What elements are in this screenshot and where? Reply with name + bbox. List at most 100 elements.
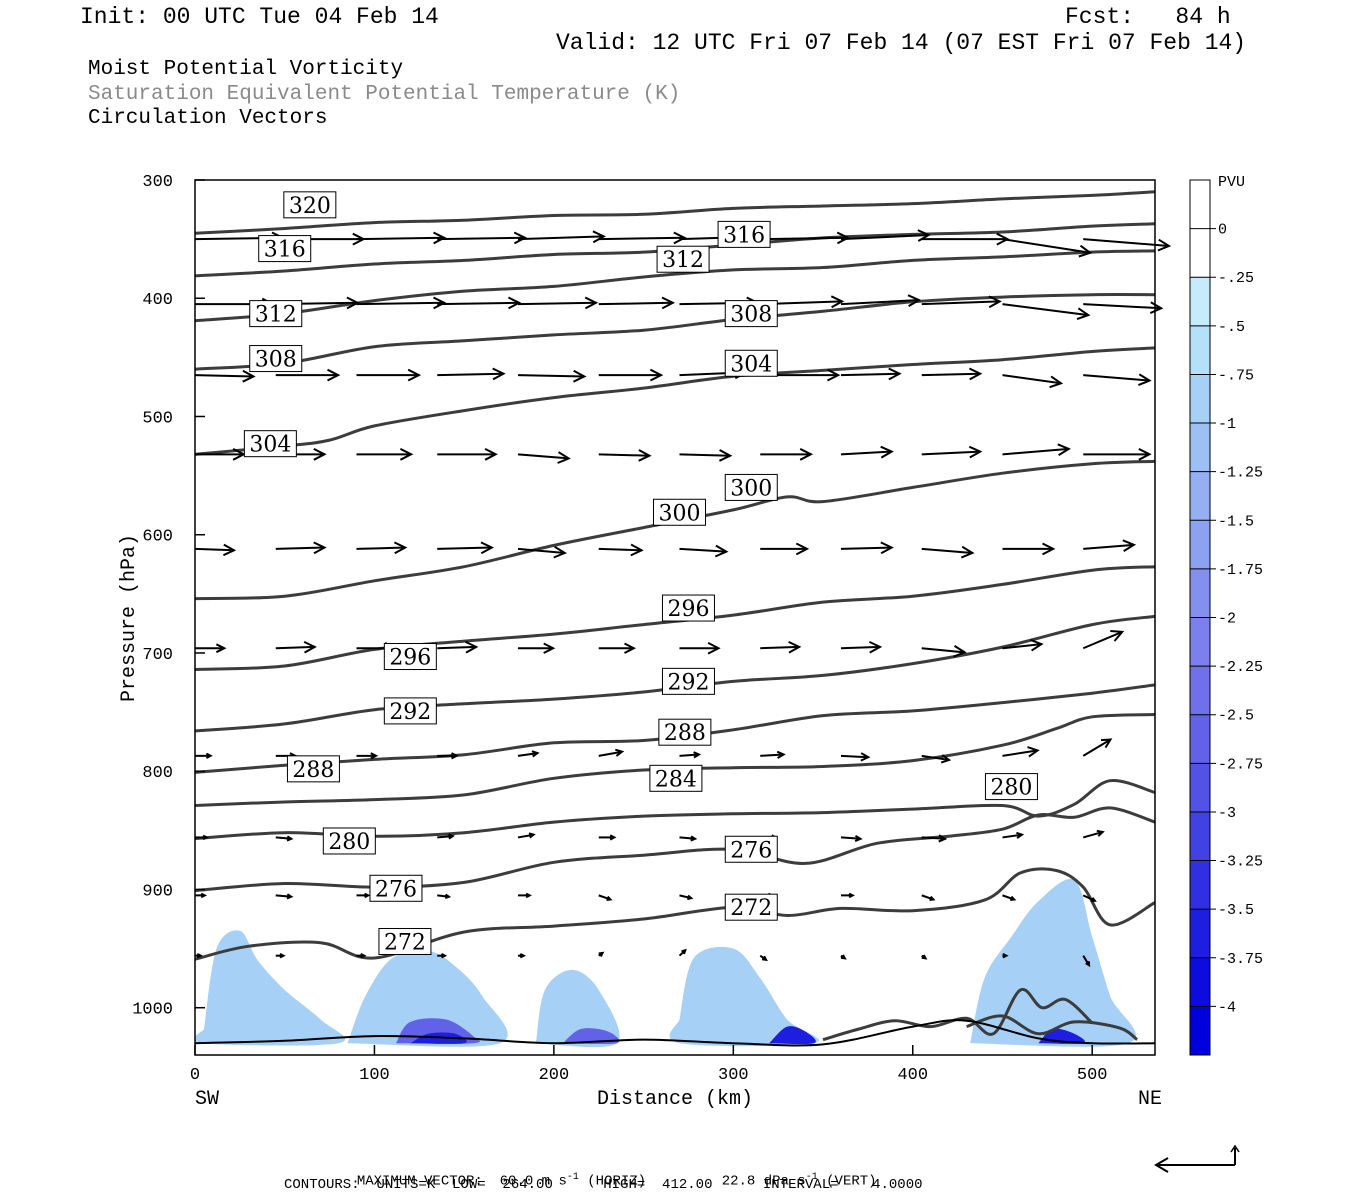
vector-arrow <box>1083 448 1152 461</box>
colorbar-frame <box>1189 179 1211 1056</box>
colorbar-label: -1 <box>1218 416 1236 433</box>
vector-arrow <box>195 643 227 654</box>
vector-arrow <box>840 367 902 381</box>
contour-label-text: 288 <box>664 721 706 746</box>
colorbar-swatch <box>1190 860 1210 910</box>
colorbar-label: -1.75 <box>1218 562 1263 579</box>
vector-arrow <box>356 892 371 899</box>
contour-label-300-b: 300 <box>724 473 778 501</box>
vector-arrow <box>598 368 664 382</box>
contour-label-text: 300 <box>730 476 772 501</box>
vector-arrow <box>517 750 540 758</box>
vector-arrow <box>840 954 847 960</box>
vector-arrow <box>759 954 768 962</box>
y-tick-label: 600 <box>142 528 173 547</box>
vector-arrow <box>517 369 587 383</box>
mpv-shading <box>195 878 1136 1048</box>
vector-arrow <box>517 642 556 654</box>
contour-300 <box>195 459 1155 601</box>
vector-arrow <box>195 953 203 959</box>
contour-label-316-b: 316 <box>717 220 771 248</box>
vector-arrow <box>1082 630 1125 650</box>
contour-label-text: 276 <box>375 877 417 902</box>
vector-arrow <box>840 541 894 555</box>
vector-arrow <box>921 834 948 843</box>
vector-arrow <box>1002 238 1093 258</box>
contour-label-text: 308 <box>730 303 772 328</box>
contour-label-text: 320 <box>289 194 331 219</box>
vector-arrow <box>275 953 286 959</box>
vector-arrow <box>598 296 676 310</box>
colorbar-label: -3.75 <box>1218 951 1263 968</box>
reference-vector <box>1154 1144 1240 1173</box>
vector-arrow <box>194 543 237 557</box>
vector-arrow <box>356 448 414 461</box>
colorbar-swatch <box>1190 228 1210 278</box>
near-surface-contour-0 <box>966 1014 1139 1041</box>
y-tick-label: 700 <box>142 646 173 665</box>
vector-arrow <box>1002 542 1056 556</box>
vector-arrow <box>195 448 247 461</box>
field-title-vectors: Circulation Vectors <box>88 107 328 130</box>
vector-arrow <box>598 834 617 841</box>
vector-arrow <box>437 448 498 461</box>
contour-label-text: 288 <box>292 758 334 783</box>
vector-arrow <box>921 894 936 901</box>
vector-arrow <box>598 543 644 557</box>
contour-label-284-a: 284 <box>649 764 703 792</box>
mpv-region-2 <box>535 969 620 1048</box>
vector-arrow <box>437 231 528 245</box>
x-axis-label: Distance (km) <box>597 1088 753 1111</box>
contour-label-296-a: 296 <box>383 643 437 671</box>
colorbar-swatch <box>1190 666 1210 715</box>
colorbar-label: -2 <box>1218 611 1236 628</box>
vector-arrow <box>921 445 983 459</box>
vector-arrow <box>517 832 536 839</box>
contour-320 <box>195 190 1155 235</box>
vector-arrow <box>275 835 294 842</box>
vector-arrow <box>921 545 975 559</box>
colorbar-swatch <box>1190 957 1210 1007</box>
contour-label-292-a: 292 <box>383 697 437 725</box>
vector-arrow <box>598 748 625 757</box>
contour-info: CONTOURS: UNITS=K LOW= 264.00 HIGH= 412.… <box>284 1177 923 1193</box>
vector-arrow <box>1002 374 1064 389</box>
colorbar-swatch <box>1190 1006 1210 1055</box>
contour-label-280-b: 280 <box>984 773 1038 801</box>
vector-arrow <box>598 231 687 245</box>
colorbar-swatch <box>1190 374 1210 424</box>
contour-label-text: 272 <box>384 930 426 955</box>
vector-arrow <box>517 892 532 899</box>
contour-label-text: 296 <box>667 597 709 622</box>
vector-arrow <box>1083 238 1172 252</box>
contour-label-280-a: 280 <box>322 827 376 855</box>
valid-time: Valid: 12 UTC Fri 07 Feb 14 (07 EST Fri … <box>556 30 1247 56</box>
vector-arrow <box>437 367 506 381</box>
vector-arrow <box>1002 746 1040 758</box>
contour-label-text: 292 <box>389 700 431 725</box>
near-surface-contour-1 <box>822 987 1094 1042</box>
vector-arrow <box>1002 443 1071 457</box>
contour-label-text: 276 <box>730 838 772 863</box>
vector-arrow <box>840 834 863 843</box>
colorbar-label: -2.5 <box>1218 708 1254 725</box>
colorbar-swatch <box>1190 811 1210 861</box>
colorbar-swatch <box>1190 423 1210 472</box>
colorbar-label: -3.5 <box>1218 902 1254 919</box>
vector-arrow <box>1082 829 1105 839</box>
y-tick-label: 500 <box>142 409 173 428</box>
vector-arrow <box>1002 953 1009 959</box>
axes: 0 100 200 300 400 500 300 400 500 600 700 800 900 100… <box>132 173 1107 1085</box>
vector-arrow <box>598 449 652 462</box>
vector-arrow <box>598 642 636 654</box>
contour-label-text: 272 <box>730 896 772 921</box>
max-vector-note: MAXIMUM VECTOR: 60.0 m s-1 (HORIZ) 22.8 … <box>356 1172 877 1190</box>
vector-arrow <box>840 892 855 899</box>
contour-label-312-a: 312 <box>249 300 303 328</box>
vector-arrow <box>437 893 452 900</box>
vector-arrow <box>1083 373 1152 387</box>
contour-label-text: 316 <box>723 223 765 248</box>
colorbar-label: 0 <box>1218 222 1227 239</box>
vector-arrow <box>840 445 894 459</box>
